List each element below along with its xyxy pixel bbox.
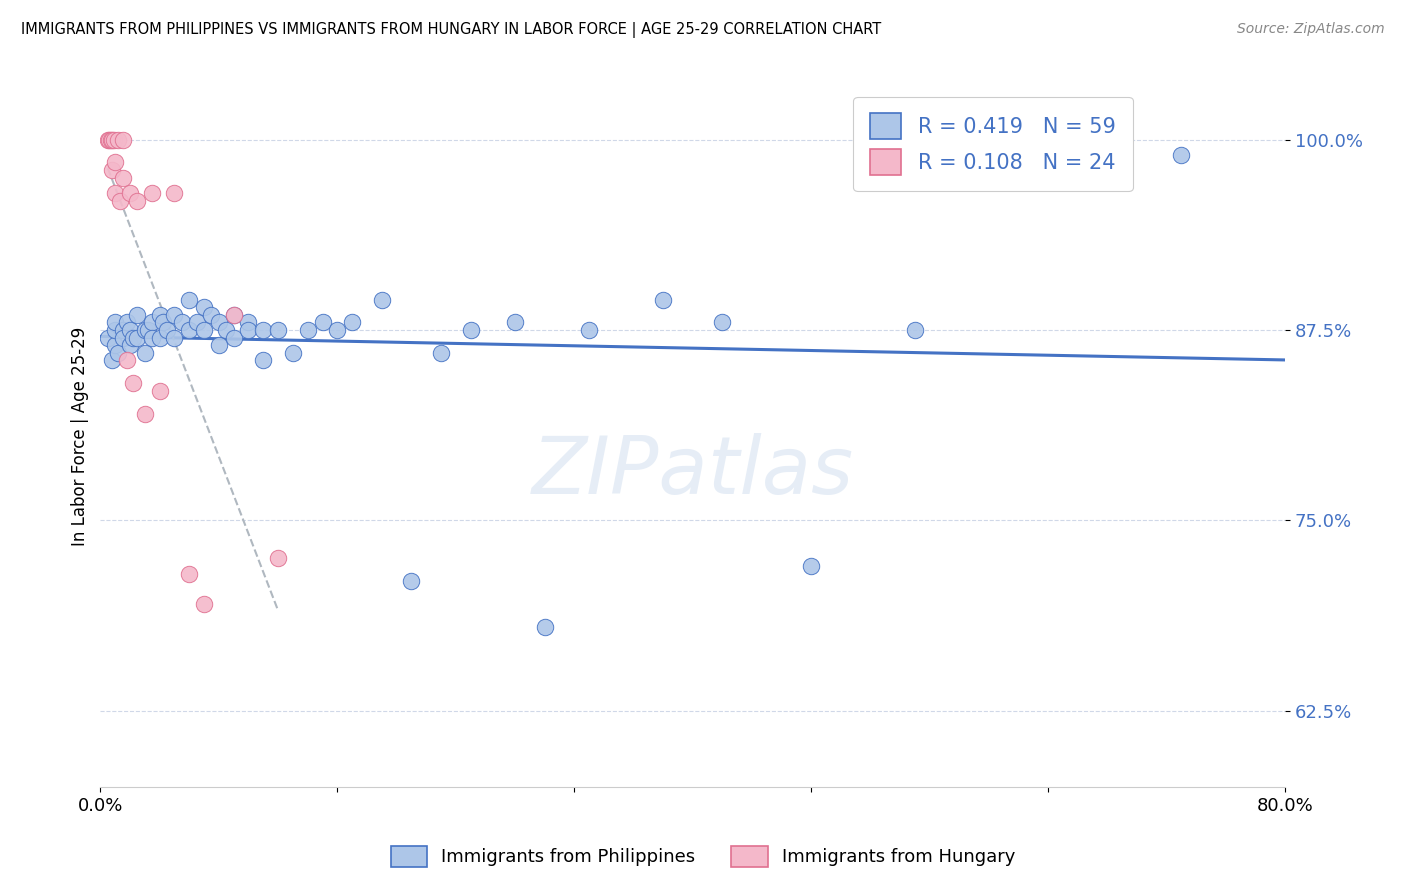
Point <box>118 186 141 200</box>
Point <box>149 308 172 322</box>
Point <box>134 346 156 360</box>
Point <box>122 376 145 391</box>
Point <box>503 315 526 329</box>
Point <box>652 293 675 307</box>
Point <box>118 323 141 337</box>
Point <box>267 551 290 566</box>
Point <box>800 559 823 574</box>
Point <box>107 346 129 360</box>
Point <box>134 323 156 337</box>
Point <box>104 323 127 337</box>
Point <box>179 566 201 581</box>
Point <box>141 315 163 329</box>
Point <box>103 133 125 147</box>
Point <box>179 293 201 307</box>
Point <box>186 315 208 329</box>
Point <box>97 133 120 147</box>
Point <box>297 323 319 337</box>
Text: IMMIGRANTS FROM PHILIPPINES VS IMMIGRANTS FROM HUNGARY IN LABOR FORCE | AGE 25-2: IMMIGRANTS FROM PHILIPPINES VS IMMIGRANT… <box>21 22 882 38</box>
Point <box>904 323 927 337</box>
Point <box>141 186 163 200</box>
Point <box>252 353 274 368</box>
Point <box>193 597 215 611</box>
Point <box>460 323 482 337</box>
Point <box>238 323 260 337</box>
Point <box>115 315 138 329</box>
Point <box>163 186 186 200</box>
Point <box>101 133 124 147</box>
Legend: R = 0.419   N = 59, R = 0.108   N = 24: R = 0.419 N = 59, R = 0.108 N = 24 <box>853 96 1133 192</box>
Point <box>371 293 394 307</box>
Point <box>222 330 245 344</box>
Point <box>163 308 186 322</box>
Point <box>100 133 122 147</box>
Point <box>267 323 290 337</box>
Point <box>340 315 363 329</box>
Point <box>122 330 145 344</box>
Point <box>200 308 222 322</box>
Point <box>107 133 129 147</box>
Point <box>101 163 124 178</box>
Point <box>163 330 186 344</box>
Point <box>115 353 138 368</box>
Point <box>101 353 124 368</box>
Point <box>134 407 156 421</box>
Point <box>149 330 172 344</box>
Point <box>149 384 172 398</box>
Point <box>127 308 149 322</box>
Point <box>111 330 134 344</box>
Point <box>108 194 131 208</box>
Legend: Immigrants from Philippines, Immigrants from Hungary: Immigrants from Philippines, Immigrants … <box>384 838 1022 874</box>
Point <box>326 323 349 337</box>
Point <box>222 308 245 322</box>
Text: Source: ZipAtlas.com: Source: ZipAtlas.com <box>1237 22 1385 37</box>
Point <box>215 323 238 337</box>
Point <box>136 323 159 337</box>
Text: ZIPatlas: ZIPatlas <box>531 433 853 510</box>
Point <box>104 186 127 200</box>
Point <box>193 323 215 337</box>
Point <box>127 194 149 208</box>
Point <box>711 315 734 329</box>
Point <box>222 308 245 322</box>
Point <box>208 338 231 352</box>
Point <box>401 574 423 589</box>
Y-axis label: In Labor Force | Age 25-29: In Labor Force | Age 25-29 <box>72 327 89 546</box>
Point <box>1170 148 1192 162</box>
Point <box>104 155 127 169</box>
Point <box>152 315 174 329</box>
Point <box>127 330 149 344</box>
Point <box>97 330 120 344</box>
Point <box>156 323 179 337</box>
Point <box>281 346 304 360</box>
Point <box>170 315 193 329</box>
Point <box>533 620 555 634</box>
Point <box>193 300 215 314</box>
Point <box>179 323 201 337</box>
Point <box>111 133 134 147</box>
Point <box>118 338 141 352</box>
Point <box>104 338 127 352</box>
Point <box>98 133 121 147</box>
Point <box>111 323 134 337</box>
Point <box>430 346 453 360</box>
Point <box>252 323 274 337</box>
Point <box>578 323 600 337</box>
Point <box>141 330 163 344</box>
Point <box>311 315 333 329</box>
Point <box>208 315 231 329</box>
Point <box>104 315 127 329</box>
Point <box>111 170 134 185</box>
Point <box>238 315 260 329</box>
